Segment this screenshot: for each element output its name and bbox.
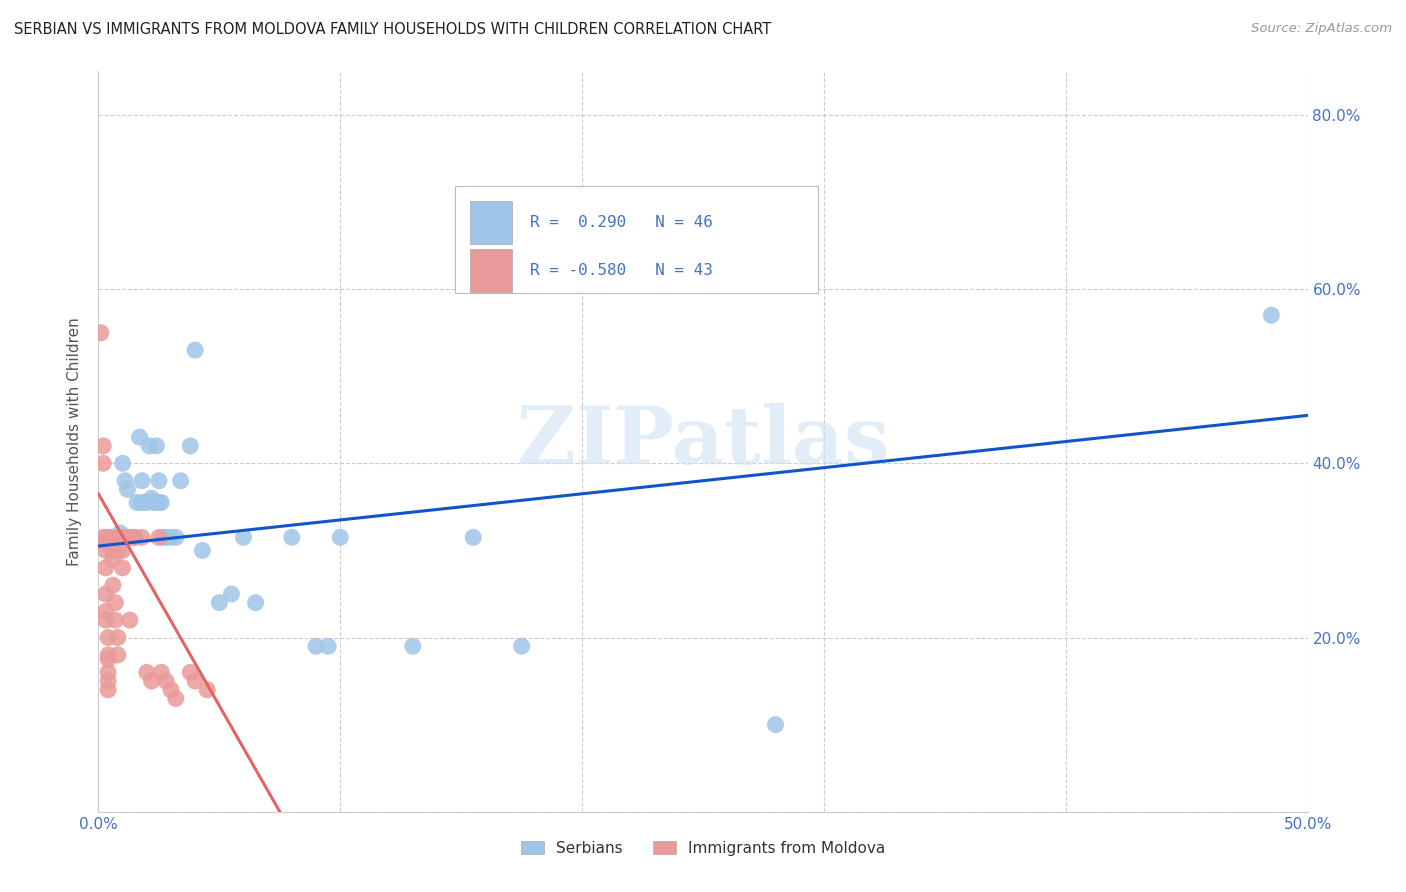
Point	[100, 534, 122, 549]
Point	[221, 587, 243, 601]
Point	[90, 326, 112, 340]
Point	[131, 474, 153, 488]
Point	[118, 530, 141, 544]
Point	[97, 631, 120, 645]
Point	[148, 474, 170, 488]
FancyBboxPatch shape	[470, 201, 512, 244]
Point	[104, 613, 127, 627]
Point	[108, 530, 131, 544]
Point	[245, 596, 267, 610]
Point	[127, 495, 149, 509]
Point	[100, 530, 122, 544]
Point	[91, 530, 114, 544]
Point	[94, 587, 117, 601]
Point	[101, 578, 124, 592]
Point	[1260, 308, 1282, 322]
Point	[101, 543, 124, 558]
Text: R = -0.580   N = 43: R = -0.580 N = 43	[530, 263, 713, 278]
Point	[402, 639, 425, 653]
Point	[184, 674, 207, 689]
Point	[117, 530, 139, 544]
Point	[169, 474, 191, 488]
Point	[118, 613, 141, 627]
Point	[91, 534, 114, 549]
Point	[191, 543, 214, 558]
Point	[107, 543, 129, 558]
Text: ZIPatlas: ZIPatlas	[517, 402, 889, 481]
Point	[107, 631, 129, 645]
Point	[114, 474, 136, 488]
Point	[97, 682, 120, 697]
Point	[135, 495, 157, 509]
Point	[94, 543, 117, 558]
Point	[91, 456, 114, 470]
Point	[232, 530, 254, 544]
Legend: Serbians, Immigrants from Moldova: Serbians, Immigrants from Moldova	[513, 833, 893, 863]
Point	[114, 530, 136, 544]
Text: Source: ZipAtlas.com: Source: ZipAtlas.com	[1251, 22, 1392, 36]
Point	[94, 561, 117, 575]
Point	[208, 596, 231, 610]
Text: SERBIAN VS IMMIGRANTS FROM MOLDOVA FAMILY HOUSEHOLDS WITH CHILDREN CORRELATION C: SERBIAN VS IMMIGRANTS FROM MOLDOVA FAMIL…	[14, 22, 772, 37]
Point	[131, 530, 153, 544]
Point	[124, 530, 146, 544]
Point	[150, 495, 173, 509]
Point	[165, 691, 187, 706]
Text: R =  0.290   N = 46: R = 0.290 N = 46	[530, 215, 713, 230]
Point	[165, 530, 187, 544]
Point	[111, 456, 134, 470]
Point	[152, 530, 174, 544]
Point	[765, 717, 787, 731]
Point	[94, 530, 117, 544]
Point	[121, 530, 143, 544]
Point	[305, 639, 328, 653]
Point	[143, 495, 166, 509]
Point	[138, 439, 160, 453]
Point	[101, 552, 124, 566]
Point	[329, 530, 352, 544]
Point	[195, 682, 218, 697]
Point	[155, 530, 177, 544]
Point	[91, 439, 114, 453]
Point	[135, 665, 157, 680]
Point	[184, 343, 207, 357]
Point	[111, 543, 134, 558]
Point	[148, 530, 170, 544]
Point	[128, 430, 150, 444]
Point	[104, 596, 127, 610]
Point	[145, 439, 167, 453]
Point	[148, 495, 170, 509]
Point	[179, 439, 201, 453]
Point	[150, 665, 173, 680]
Point	[463, 530, 485, 544]
Point	[117, 483, 139, 497]
FancyBboxPatch shape	[456, 186, 818, 293]
Point	[94, 604, 117, 618]
Point	[155, 674, 177, 689]
Point	[124, 530, 146, 544]
Point	[97, 674, 120, 689]
Point	[316, 639, 339, 653]
FancyBboxPatch shape	[470, 249, 512, 292]
Point	[179, 665, 201, 680]
Point	[134, 495, 156, 509]
Point	[160, 530, 183, 544]
Point	[97, 648, 120, 662]
Point	[108, 526, 131, 541]
Y-axis label: Family Households with Children: Family Households with Children	[67, 318, 83, 566]
Point	[131, 495, 153, 509]
Point	[100, 530, 122, 544]
Point	[141, 491, 163, 505]
Point	[107, 648, 129, 662]
Point	[97, 665, 120, 680]
Point	[141, 674, 163, 689]
Point	[94, 613, 117, 627]
Point	[107, 530, 129, 544]
Point	[281, 530, 304, 544]
Point	[111, 561, 134, 575]
Point	[160, 682, 183, 697]
Point	[97, 652, 120, 666]
Point	[510, 639, 533, 653]
Point	[101, 534, 124, 549]
